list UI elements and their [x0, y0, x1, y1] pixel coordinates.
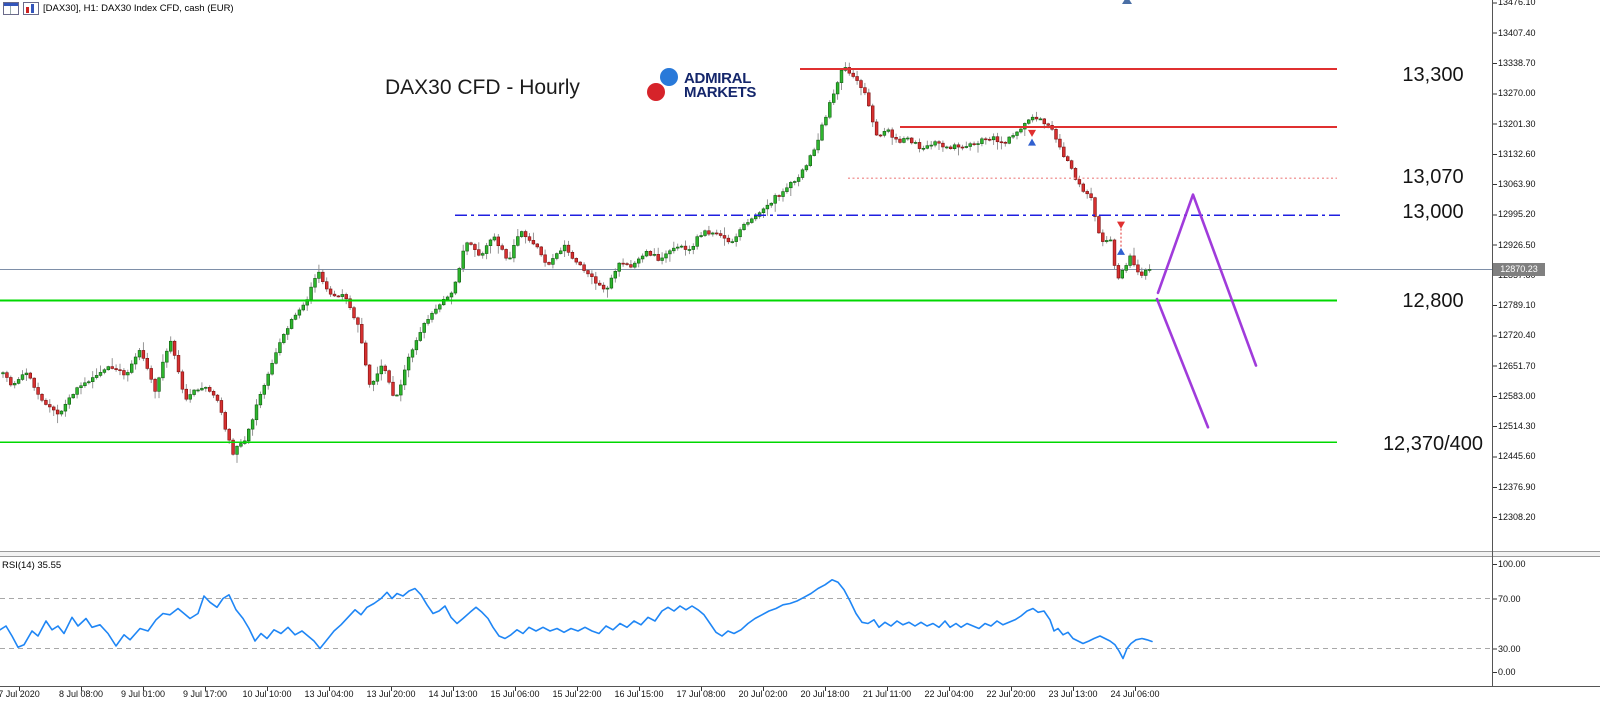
projection-zigzag	[1155, 297, 1210, 429]
price-tick-label: 13476.10	[1498, 0, 1536, 8]
logo-blue-circle-icon	[660, 68, 678, 86]
rsi-line	[0, 578, 1153, 660]
chart-header: [DAX30], H1: DAX30 Index CFD, cash (EUR)	[3, 2, 234, 15]
level-label-12370-400[interactable]: 12,370/400	[1382, 433, 1484, 455]
time-tick-label: 24 Jul 06:00	[1110, 689, 1160, 699]
clipped-arrow-icon	[1122, 0, 1132, 4]
time-tick-label: 9 Jul 17:00	[182, 689, 228, 699]
price-tick-label: 12720.40	[1498, 330, 1536, 341]
price-tick-label: 13132.60	[1498, 148, 1536, 159]
price-tick-label: 12926.50	[1498, 239, 1536, 250]
time-tick-label: 9 Jul 01:00	[120, 689, 166, 699]
sell-arrow-icon	[1117, 221, 1125, 229]
time-tick-label: 14 Jul 13:00	[428, 689, 478, 699]
time-tick-label: 21 Jul 11:00	[862, 689, 912, 699]
candle-wicks	[2, 62, 1151, 463]
rsi-axis-label: 0.00	[1498, 667, 1516, 677]
price-tick-label: 12376.90	[1498, 481, 1536, 492]
level-label-13070[interactable]: 13,070	[1402, 166, 1464, 188]
buy-arrow-icon	[1028, 138, 1036, 146]
price-tick-label: 13201.30	[1498, 118, 1536, 129]
rsi-axis-label: 30.00	[1498, 643, 1521, 654]
rsi-axis-label: 70.00	[1498, 593, 1521, 604]
trade-markers[interactable]	[1028, 129, 1125, 255]
rsi-axis-label: 100.00	[1498, 559, 1526, 569]
projection-zigzag	[1156, 193, 1258, 367]
logo-red-circle-icon	[647, 83, 665, 101]
candlesticks	[1, 67, 1152, 455]
time-tick-label: 13 Jul 04:00	[304, 689, 354, 699]
price-axis[interactable]: 13476.10 13407.40 13338.70 13270.00 13201.30…	[1498, 0, 1598, 704]
time-tick-label: 8 Jul 08:00	[58, 689, 104, 699]
time-tick-label: 15 Jul 06:00	[490, 689, 540, 699]
time-axis[interactable]: 7 Jul 2020 8 Jul 08:00 9 Jul 01:00 9 Jul 17…	[0, 689, 1600, 703]
logo-text-line2: MARKETS	[684, 84, 757, 101]
time-tick-label: 23 Jul 13:00	[1048, 689, 1098, 699]
level-lines[interactable]	[0, 68, 1340, 444]
price-tick-label: 13270.00	[1498, 88, 1536, 99]
price-tick-label: 12995.20	[1498, 209, 1536, 220]
price-tick-label: 13063.90	[1498, 179, 1536, 190]
time-tick-label: 17 Jul 08:00	[676, 689, 726, 699]
symbol-label: [DAX30], H1: DAX30 Index CFD, cash (EUR)	[43, 3, 234, 14]
chart-type-icon[interactable]	[23, 2, 39, 15]
price-tick-label: 13338.70	[1498, 58, 1536, 68]
window-icon[interactable]	[3, 2, 19, 15]
pane-divider[interactable]	[0, 552, 1600, 556]
time-tick-label: 7 Jul 2020	[0, 689, 40, 699]
time-tick-label: 20 Jul 18:00	[800, 689, 850, 699]
projection-lines[interactable]	[1155, 193, 1258, 429]
level-label-13000[interactable]: 13,000	[1402, 201, 1464, 223]
logo-text-line1: ADMIRAL	[684, 70, 752, 87]
time-tick-label: 15 Jul 22:00	[552, 689, 602, 699]
price-tick-label: 12445.60	[1498, 451, 1536, 462]
price-tick-label: 12308.20	[1498, 512, 1536, 523]
current-price-badge: 12870.23	[1493, 263, 1545, 276]
price-tick-label: 12514.30	[1498, 421, 1536, 432]
time-tick-label: 10 Jul 10:00	[242, 689, 292, 699]
buy-arrow-icon	[1117, 247, 1125, 255]
price-tick-label: 12583.00	[1498, 390, 1536, 401]
price-tick-label: 12789.10	[1498, 300, 1536, 311]
level-label-12800[interactable]: 12,800	[1402, 290, 1464, 312]
time-tick-label: 13 Jul 20:00	[366, 689, 416, 699]
rsi-indicator-label: RSI(14) 35.55	[2, 560, 62, 571]
time-tick-label: 20 Jul 02:00	[738, 689, 788, 699]
time-tick-label: 16 Jul 15:00	[614, 689, 664, 699]
admiral-markets-logo: ADMIRAL MARKETS	[638, 64, 768, 106]
price-tick-label: 13407.40	[1498, 27, 1536, 38]
sell-arrow-icon	[1028, 129, 1036, 137]
chart-title: DAX30 CFD - Hourly	[385, 76, 580, 99]
time-tick-label: 22 Jul 20:00	[986, 689, 1036, 699]
time-tick-label: 22 Jul 04:00	[924, 689, 974, 699]
price-tick-label: 12651.70	[1498, 360, 1536, 371]
level-label-13300[interactable]: 13,300	[1402, 64, 1464, 86]
